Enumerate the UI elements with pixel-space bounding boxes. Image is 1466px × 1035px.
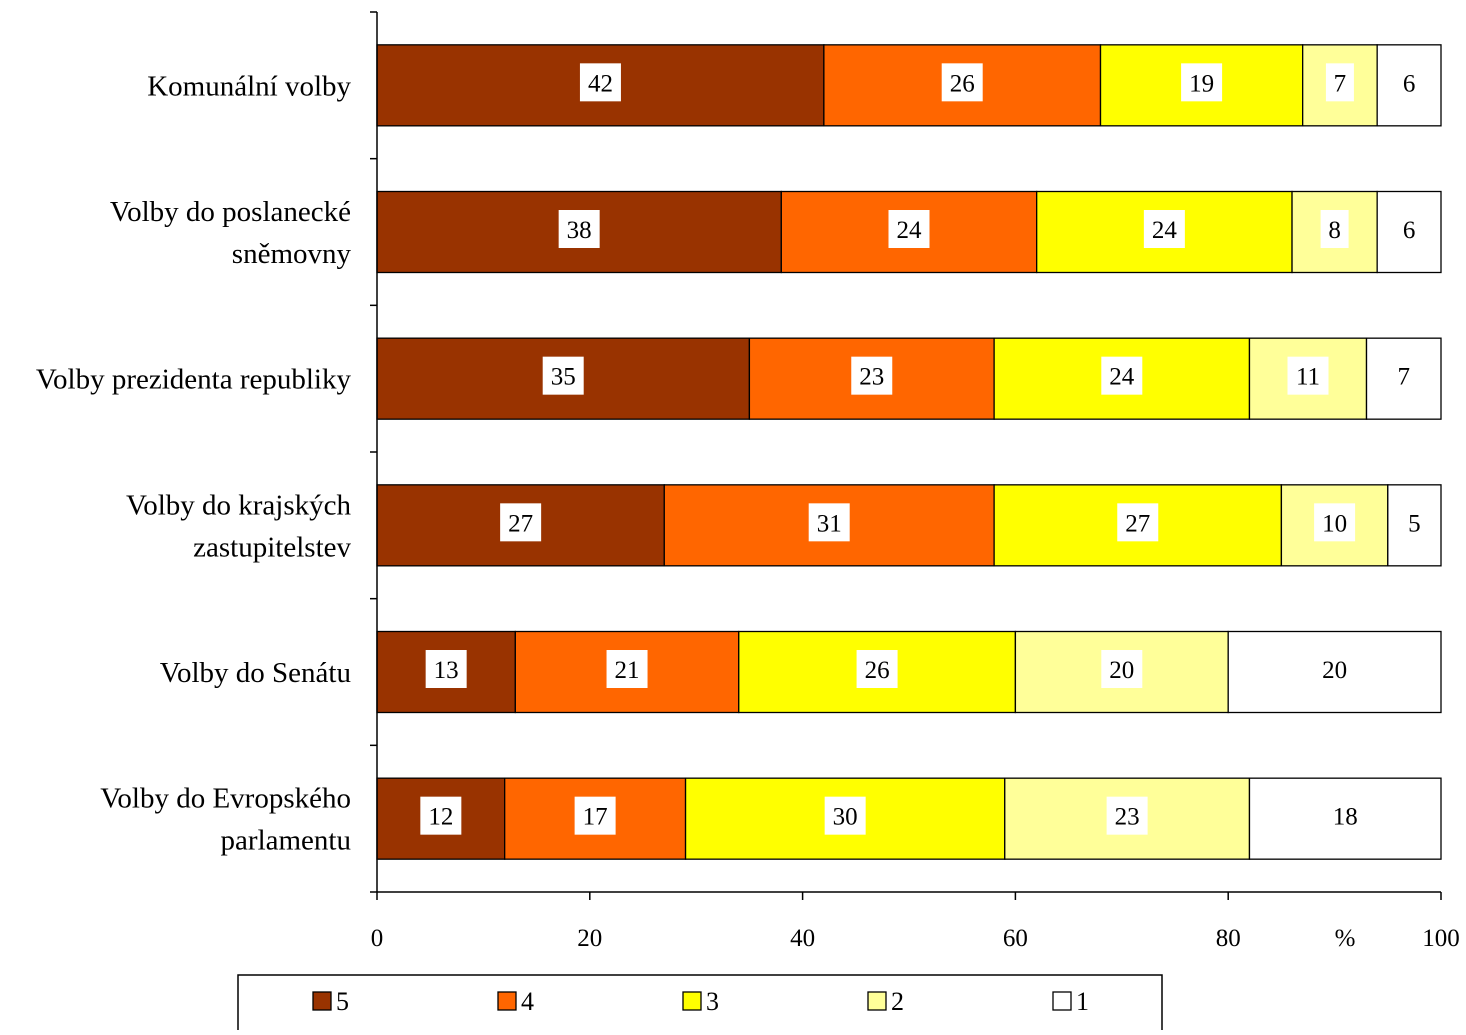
data-label-box bbox=[1101, 356, 1143, 395]
data-label: 7 bbox=[1398, 364, 1411, 391]
x-tick-label: 0 bbox=[371, 925, 384, 952]
data-label-box bbox=[851, 356, 893, 395]
category-label-komunalni-volby: Komunální volby bbox=[147, 70, 351, 102]
data-label-box bbox=[1101, 650, 1143, 688]
x-tick-label: 80 bbox=[1216, 925, 1241, 952]
data-label-box bbox=[1287, 356, 1329, 395]
data-label: 23 bbox=[1115, 804, 1140, 831]
data-label: 19 bbox=[1189, 70, 1214, 97]
data-label: 31 bbox=[817, 510, 842, 537]
data-label: 6 bbox=[1403, 217, 1416, 244]
data-label-box bbox=[1143, 210, 1185, 248]
data-label: 20 bbox=[1109, 657, 1134, 684]
data-label: 26 bbox=[950, 70, 975, 97]
x-tick-label: 100 bbox=[1422, 925, 1460, 952]
data-label-box bbox=[888, 210, 930, 248]
data-label: 24 bbox=[897, 217, 923, 244]
bar-segment bbox=[1227, 630, 1442, 714]
legend-label-3: 3 bbox=[706, 987, 719, 1016]
data-label-box bbox=[420, 796, 462, 835]
data-label: 30 bbox=[833, 804, 858, 831]
axes-layer: 0 20 40 60 80 100% bbox=[370, 11, 1460, 952]
data-label: 27 bbox=[508, 510, 533, 537]
data-label: 8 bbox=[1328, 217, 1341, 244]
data-label-box bbox=[808, 503, 850, 542]
x-tick-label: 60 bbox=[1003, 925, 1028, 952]
legend-label-1: 1 bbox=[1076, 987, 1089, 1016]
legend-label-2: 2 bbox=[891, 987, 904, 1016]
data-label: 12 bbox=[428, 804, 453, 831]
data-label: 17 bbox=[583, 804, 608, 831]
bar-segment bbox=[1376, 190, 1442, 274]
bars-layer: 42 26 19 7 6 38 24 24 8 6 35 23 24 11 7 27 31 27 10 5 13 21 26… bbox=[376, 44, 1442, 860]
data-label-box bbox=[425, 650, 467, 688]
legend-swatch-1 bbox=[1052, 991, 1072, 1011]
data-label-box bbox=[579, 63, 621, 102]
data-label: 6 bbox=[1403, 70, 1416, 97]
data-label-box bbox=[1181, 63, 1223, 102]
category-label-volby-do-senatu: Volby do Senátu bbox=[160, 657, 351, 689]
x-tick-label: 40 bbox=[790, 925, 815, 952]
legend-swatch-4 bbox=[497, 991, 517, 1011]
labels-layer: Komunální volby Volby do poslanecké sněmov… bbox=[36, 70, 352, 856]
category-label-volby-do-krajskych-zastupitelstev: Volby do krajských zastupitelstev bbox=[126, 489, 352, 563]
category-label-volby-prezidenta-republiky: Volby prezidenta republiky bbox=[36, 364, 352, 396]
x-axis-label: % bbox=[1335, 925, 1356, 952]
data-label: 7 bbox=[1334, 70, 1347, 97]
x-tick-label: 20 bbox=[577, 925, 602, 952]
category-label-volby-do-evropskeho-parlamentu: Volby do Evropského parlamentu bbox=[100, 783, 351, 857]
data-label-box bbox=[1325, 63, 1354, 102]
data-label-box bbox=[856, 650, 898, 688]
data-label-box bbox=[1106, 796, 1148, 835]
data-label-box bbox=[500, 503, 542, 542]
data-label: 24 bbox=[1152, 217, 1178, 244]
data-label: 23 bbox=[859, 364, 884, 391]
data-label-box bbox=[558, 210, 600, 248]
bar-segment bbox=[1365, 337, 1442, 420]
data-label-box bbox=[941, 63, 983, 102]
legend: 5 4 3 2 1 bbox=[237, 974, 1163, 1035]
data-label: 24 bbox=[1109, 364, 1135, 391]
data-label: 27 bbox=[1125, 510, 1150, 537]
data-label: 13 bbox=[434, 657, 459, 684]
data-label: 35 bbox=[551, 364, 576, 391]
data-label-box bbox=[824, 796, 866, 835]
legend-swatch-3 bbox=[682, 991, 702, 1011]
data-label: 10 bbox=[1322, 510, 1347, 537]
legend-label-5: 5 bbox=[336, 987, 349, 1016]
data-label-box bbox=[1117, 503, 1159, 542]
data-label: 18 bbox=[1333, 804, 1358, 831]
data-label: 5 bbox=[1408, 510, 1421, 537]
bar-segment bbox=[1387, 484, 1442, 567]
bar-segment bbox=[1248, 777, 1442, 860]
data-label-box bbox=[606, 650, 648, 688]
data-label-box bbox=[1320, 210, 1349, 248]
data-label-box bbox=[542, 356, 584, 395]
data-label: 20 bbox=[1322, 657, 1347, 684]
data-label: 26 bbox=[865, 657, 890, 684]
data-label: 21 bbox=[615, 657, 640, 684]
legend-swatch-5 bbox=[312, 991, 332, 1011]
category-label-volby-do-poslanecke-snemovny: Volby do poslanecké sněmovny bbox=[110, 196, 352, 270]
legend-swatch-2 bbox=[867, 991, 887, 1011]
data-label: 11 bbox=[1296, 364, 1320, 391]
legend-label-4: 4 bbox=[521, 987, 534, 1016]
data-label-box bbox=[574, 796, 616, 835]
bar-segment bbox=[1376, 44, 1442, 127]
data-label: 38 bbox=[567, 217, 592, 244]
data-label: 42 bbox=[588, 70, 613, 97]
data-label-box bbox=[1314, 503, 1356, 542]
